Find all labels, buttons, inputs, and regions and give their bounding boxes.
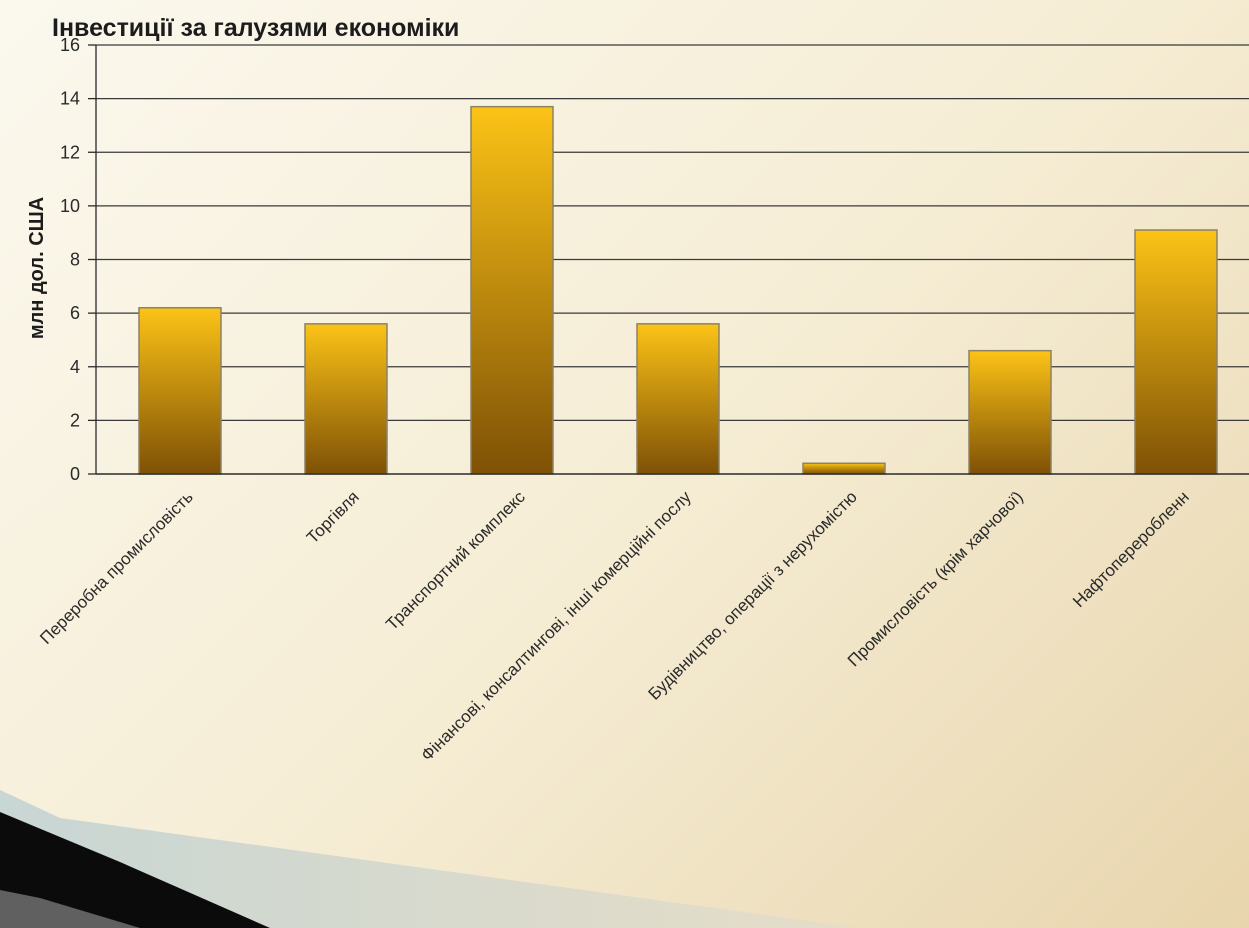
x-tick-label: Торгівля (303, 487, 363, 547)
x-tick-label: Фінансові, консалтингові, інші комерційн… (417, 487, 695, 765)
y-tick-label: 6 (70, 303, 80, 323)
y-tick-label: 14 (60, 89, 80, 109)
x-tick-label: Промисловість (крім харчової) (844, 487, 1027, 670)
bar (1134, 229, 1218, 475)
y-tick-label: 8 (70, 250, 80, 270)
grid (96, 44, 1249, 422)
bar (968, 349, 1052, 475)
bar (304, 323, 388, 475)
x-tick-label: Транспортний комплекс (382, 487, 529, 634)
bar (138, 307, 222, 475)
bars (138, 105, 1218, 475)
y-tick-label: 4 (70, 357, 80, 377)
y-tick-label: 2 (70, 410, 80, 430)
y-axis-label: млн дол. США (26, 197, 48, 339)
y-tick-label: 12 (60, 142, 80, 162)
y-tick-label: 10 (60, 196, 80, 216)
category-labels: Переробна промисловість Торгівля Транспорт… (36, 487, 1193, 765)
y-tick-label: 0 (70, 464, 80, 484)
bar (802, 462, 886, 475)
x-tick-label: Будівництво, операції з нерухомістю (644, 487, 861, 704)
bar (636, 323, 720, 475)
y-tick-label: 16 (60, 35, 80, 55)
x-tick-label: Нафтопереробленн (1069, 487, 1193, 611)
bar (470, 105, 554, 475)
chart-title: Інвестиції за галузями економіки (52, 14, 460, 42)
x-tick-label: Переробна промисловість (36, 487, 197, 648)
y-tick-labels: 0 2 4 6 8 10 12 14 16 (60, 35, 96, 484)
slide-decoration (0, 790, 860, 928)
